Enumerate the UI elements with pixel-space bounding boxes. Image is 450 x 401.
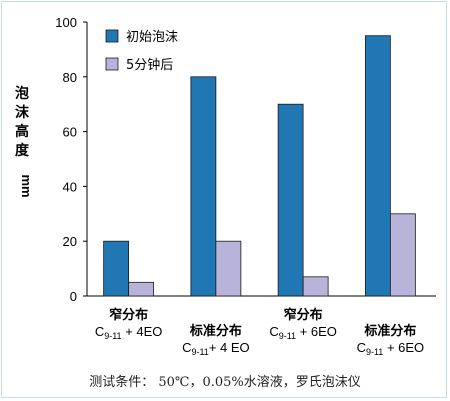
x-category-label-name: 窄分布 — [109, 307, 148, 323]
y-tick-label: 100 — [55, 15, 77, 30]
bar-after-5min — [389, 213, 416, 297]
y-tick-label: 80 — [63, 70, 77, 85]
y-axis-title-char: 沫 — [15, 104, 30, 121]
y-tick-label: 0 — [70, 289, 77, 304]
x-category-label-name: 标准分布 — [363, 323, 416, 339]
y-tick-label: 40 — [63, 179, 77, 194]
bar-after-5min — [128, 281, 155, 297]
x-category-label-formula: C9-11 + 6EO — [269, 324, 337, 341]
x-category-label-name: 窄分布 — [284, 307, 323, 323]
y-axis-title-char: 度 — [15, 142, 30, 159]
x-category-label-formula: C9-11 + 4EO — [95, 324, 163, 341]
x-category-label-formula: C9-11+ 4 EO — [182, 340, 250, 357]
bar-after-5min — [302, 276, 329, 297]
bar-after-5min — [215, 240, 242, 297]
legend-swatch — [105, 57, 119, 71]
x-category-label-name: 标准分布 — [189, 323, 242, 339]
legend-label: 5分钟后 — [126, 57, 173, 73]
y-tick-label: 20 — [63, 234, 77, 249]
legend-swatch — [105, 29, 119, 43]
legend-label: 初始泡沫 — [126, 30, 178, 45]
bar-initial-foam — [190, 76, 217, 297]
y-tick-label: 60 — [63, 125, 77, 140]
test-conditions-caption: 测试条件： 50℃，0.05%水溶液，罗氏泡沫仪 — [89, 375, 361, 390]
bar-initial-foam — [364, 35, 391, 297]
bar-initial-foam — [277, 103, 304, 297]
y-axis-title-char: 泡 — [15, 85, 29, 102]
y-axis-unit: mm — [19, 174, 34, 197]
x-category-label-formula: C9-11 + 6EO — [357, 340, 425, 357]
y-axis-title-char: 高 — [15, 123, 29, 140]
bar-initial-foam — [103, 240, 130, 297]
